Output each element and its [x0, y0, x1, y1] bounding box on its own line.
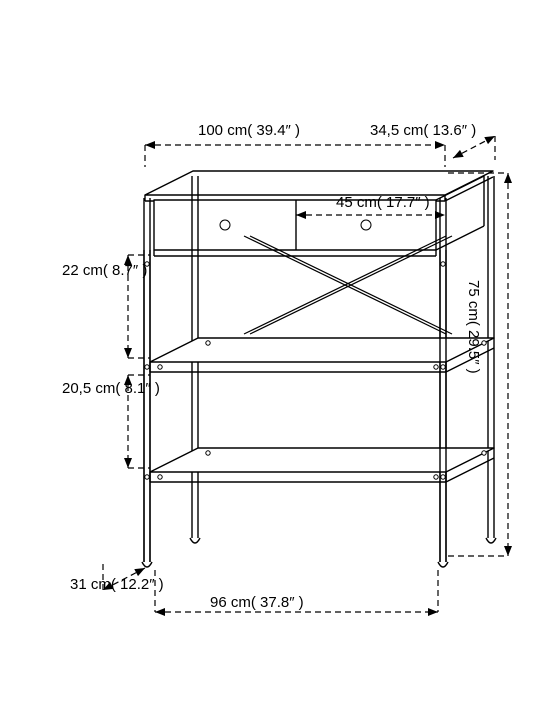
dim-gap-upper: 22 cm( 8.7″ ) — [62, 262, 147, 279]
dim-drawer-width: 45 cm( 17.7″ ) — [336, 194, 430, 211]
dim-base-width: 96 cm( 37.8″ ) — [210, 594, 304, 611]
dim-top-depth: 34,5 cm( 13.6″ ) — [370, 122, 476, 139]
dim-height: 75 cm( 29.5″ ) — [465, 280, 482, 374]
dim-top-width: 100 cm( 39.4″ ) — [198, 122, 300, 139]
dim-base-depth: 31 cm( 12.2″ ) — [70, 576, 164, 593]
dim-gap-lower: 20,5 cm( 8.1″ ) — [62, 380, 160, 397]
